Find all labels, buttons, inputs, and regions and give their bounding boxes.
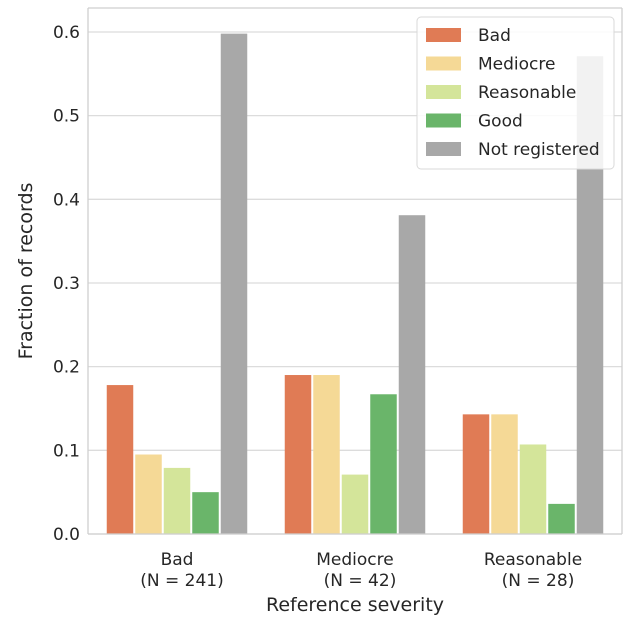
bar bbox=[135, 454, 162, 534]
y-tick-label: 0.2 bbox=[53, 358, 80, 378]
legend-swatch bbox=[426, 28, 461, 42]
y-tick-label: 0.5 bbox=[53, 107, 80, 127]
bar bbox=[519, 444, 547, 534]
legend-swatch bbox=[426, 85, 461, 99]
legend-box bbox=[416, 16, 615, 170]
legend-label: Reasonable bbox=[478, 83, 576, 103]
bar bbox=[192, 492, 219, 534]
legend-label: Bad bbox=[478, 26, 511, 46]
bar bbox=[313, 375, 340, 534]
bar bbox=[370, 394, 397, 534]
x-tick-label: Bad bbox=[161, 550, 194, 570]
x-tick-sublabel: (N = 28) bbox=[502, 571, 575, 591]
bar bbox=[106, 385, 134, 534]
legend: Bad Mediocre Reasonable Good Not registered bbox=[416, 16, 615, 170]
x-tick-labels: Bad(N = 241) Mediocre(N = 42) Reasonable(N… bbox=[140, 550, 582, 591]
y-tick-label: 0.4 bbox=[53, 190, 80, 210]
bar bbox=[341, 474, 369, 534]
x-axis-title: Reference severity bbox=[266, 594, 444, 616]
x-tick-label: Reasonable bbox=[484, 550, 582, 570]
legend-swatch bbox=[426, 113, 461, 128]
bar bbox=[548, 503, 575, 534]
bar bbox=[398, 215, 426, 535]
x-tick-sublabel: (N = 42) bbox=[324, 571, 397, 591]
y-tick-label: 0.1 bbox=[53, 441, 80, 461]
legend-label: Mediocre bbox=[478, 55, 555, 75]
bar bbox=[163, 467, 191, 534]
y-tick-label: 0.0 bbox=[53, 525, 80, 545]
bar bbox=[462, 414, 490, 534]
x-tick-label: Mediocre bbox=[316, 550, 393, 570]
legend-swatch bbox=[426, 56, 461, 71]
bar bbox=[491, 414, 518, 534]
y-axis-title: Fraction of records bbox=[15, 183, 37, 360]
legend-swatch bbox=[426, 142, 461, 156]
x-tick-sublabel: (N = 241) bbox=[140, 571, 223, 591]
bar bbox=[220, 33, 248, 534]
y-tick-label: 0.3 bbox=[53, 274, 80, 294]
axes bbox=[87, 7, 623, 535]
y-tick-labels: 0.0 0.1 0.2 0.3 0.4 0.5 0.6 bbox=[53, 23, 80, 545]
legend-label: Not registered bbox=[478, 140, 600, 160]
legend-label: Good bbox=[478, 112, 523, 132]
y-tick-label: 0.6 bbox=[53, 23, 80, 43]
bar bbox=[284, 375, 312, 534]
bars bbox=[106, 33, 604, 535]
